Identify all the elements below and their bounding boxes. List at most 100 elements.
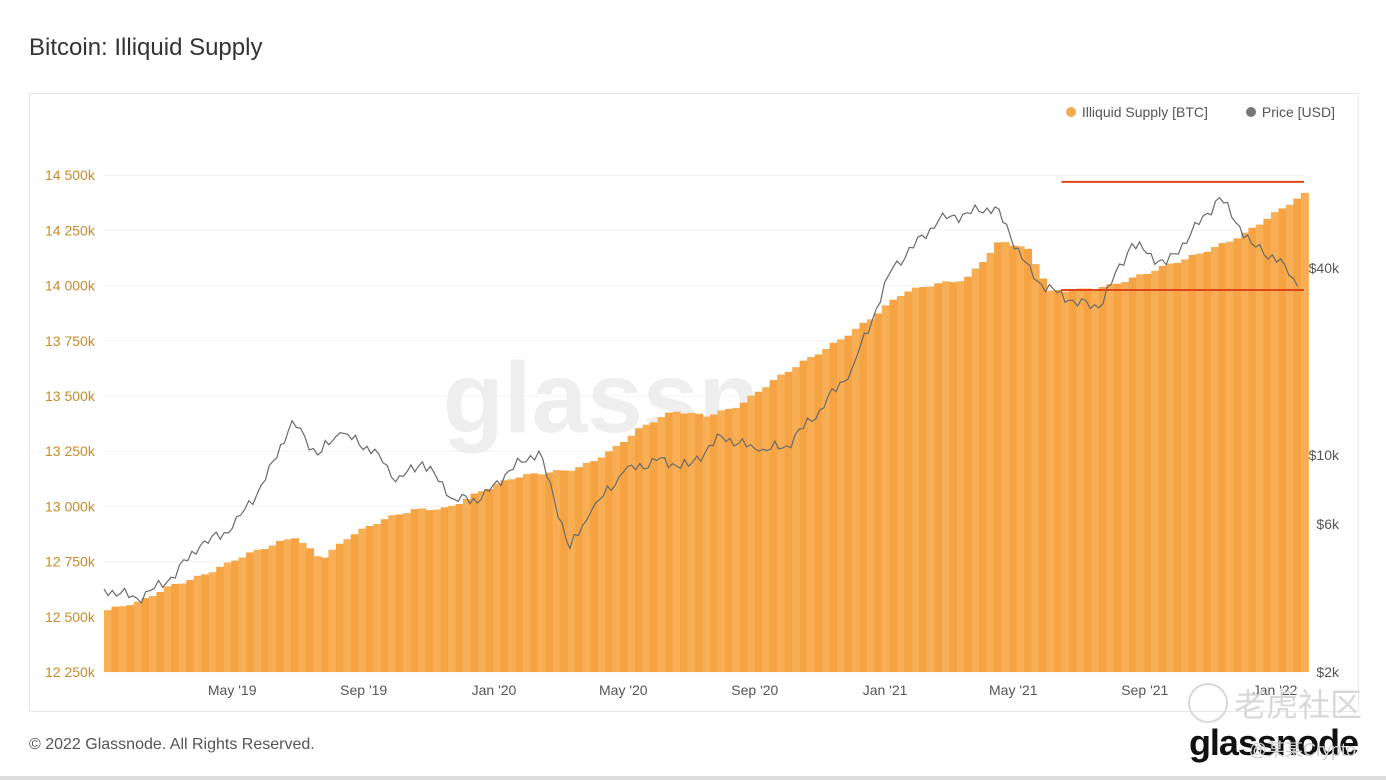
supply-bar	[1248, 227, 1257, 673]
supply-bar	[126, 605, 135, 672]
supply-bar	[1083, 288, 1092, 672]
supply-bar	[485, 489, 494, 672]
supply-bar	[747, 395, 756, 672]
author-handle: @某某Crypto	[1248, 740, 1356, 760]
supply-bar	[814, 354, 823, 672]
y-left-tick-label: 13 750k	[45, 333, 96, 349]
supply-bar	[1188, 255, 1197, 672]
supply-bar	[867, 319, 876, 672]
supply-bar	[874, 313, 883, 672]
supply-bar	[1226, 241, 1235, 672]
legend-item-price[interactable]: Price [USD]	[1245, 104, 1335, 120]
supply-bar	[1039, 278, 1048, 672]
supply-bar	[1233, 238, 1242, 672]
supply-bar	[687, 412, 696, 672]
y-left-tick-label: 14 250k	[45, 222, 96, 238]
y-left-tick-label: 13 000k	[45, 498, 96, 514]
supply-bar	[231, 560, 240, 672]
supply-bar	[1278, 208, 1287, 672]
supply-bar	[223, 562, 232, 672]
supply-bar	[567, 470, 576, 672]
supply-bar	[582, 462, 591, 672]
x-tick-label: Sep '20	[731, 682, 778, 698]
supply-bar	[822, 349, 831, 672]
x-axis: May '19 Sep '19 Jan '20 May '20 Sep '20 Jan '…	[208, 682, 1298, 698]
supply-bar	[291, 538, 300, 672]
supply-bar	[380, 519, 389, 672]
supply-bar	[193, 575, 202, 672]
x-tick-label: May '20	[599, 682, 648, 698]
supply-bar	[328, 549, 337, 672]
supply-bar	[522, 474, 531, 672]
supply-bar	[261, 549, 270, 672]
supply-bar	[163, 586, 172, 672]
supply-bar	[620, 442, 629, 672]
supply-bar	[530, 473, 539, 672]
supply-bar	[1270, 212, 1279, 672]
supply-bar	[657, 417, 666, 672]
illiquid-supply-series	[104, 192, 1309, 673]
supply-bar	[911, 287, 920, 672]
supply-bar	[111, 606, 120, 672]
supply-bar	[133, 601, 142, 672]
supply-bar	[762, 387, 771, 672]
supply-bar	[665, 412, 674, 672]
supply-bar	[171, 584, 180, 672]
x-tick-label: Jan '22	[1253, 682, 1298, 698]
supply-bar	[440, 507, 449, 672]
supply-bar	[306, 548, 315, 672]
supply-bar	[1068, 291, 1077, 672]
supply-bar	[148, 596, 157, 672]
supply-bar	[493, 483, 502, 672]
supply-bar	[994, 242, 1003, 672]
supply-bar	[1113, 283, 1122, 672]
divider	[0, 776, 1386, 780]
supply-bar	[949, 282, 958, 672]
supply-bar	[1158, 265, 1167, 672]
supply-bar	[1255, 224, 1264, 672]
supply-bar	[365, 526, 374, 672]
x-tick-label: Jan '20	[472, 682, 517, 698]
supply-bar	[463, 499, 472, 672]
supply-bar	[425, 510, 434, 672]
supply-bar	[1166, 263, 1175, 672]
supply-bar	[246, 552, 255, 672]
supply-bar	[717, 410, 726, 672]
price-series-line	[103, 196, 1299, 604]
supply-bar	[1031, 264, 1040, 672]
supply-bar	[1121, 282, 1130, 672]
supply-bar	[964, 276, 973, 672]
supply-bar	[208, 572, 217, 672]
y-left-tick-label: 14 000k	[45, 278, 96, 294]
supply-bar	[904, 291, 913, 672]
supply-bar	[597, 457, 606, 672]
supply-bar	[926, 286, 935, 672]
supply-bar	[216, 566, 225, 672]
supply-bar	[141, 598, 150, 672]
supply-bar	[1106, 284, 1115, 672]
supply-bar	[919, 287, 928, 672]
supply-bar	[373, 524, 382, 672]
supply-bar	[1300, 192, 1309, 672]
supply-bar	[515, 477, 524, 672]
supply-bar	[1098, 287, 1107, 672]
y-left-tick-label: 12 250k	[45, 664, 96, 680]
supply-bar	[537, 474, 546, 672]
supply-bar	[590, 461, 599, 672]
supply-bar	[358, 528, 367, 672]
supply-bar	[298, 543, 307, 672]
supply-bar	[395, 514, 404, 672]
legend-item-illiquid-supply[interactable]: Illiquid Supply [BTC]	[1065, 104, 1208, 120]
supply-bar	[709, 414, 718, 672]
supply-bar	[104, 610, 113, 672]
supply-bar	[119, 606, 128, 672]
supply-bar	[560, 470, 569, 672]
supply-bar	[388, 515, 397, 672]
supply-bar	[253, 549, 262, 672]
supply-bar	[276, 540, 285, 672]
supply-bar	[1293, 198, 1302, 672]
legend-label: Illiquid Supply [BTC]	[1081, 104, 1208, 120]
y-right-tick-label: $6k	[1316, 516, 1340, 532]
supply-bar	[448, 505, 457, 672]
